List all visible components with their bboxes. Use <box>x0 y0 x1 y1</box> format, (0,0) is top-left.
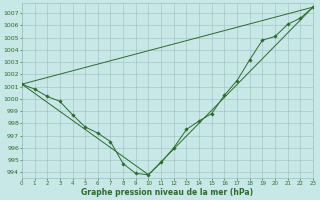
X-axis label: Graphe pression niveau de la mer (hPa): Graphe pression niveau de la mer (hPa) <box>81 188 253 197</box>
